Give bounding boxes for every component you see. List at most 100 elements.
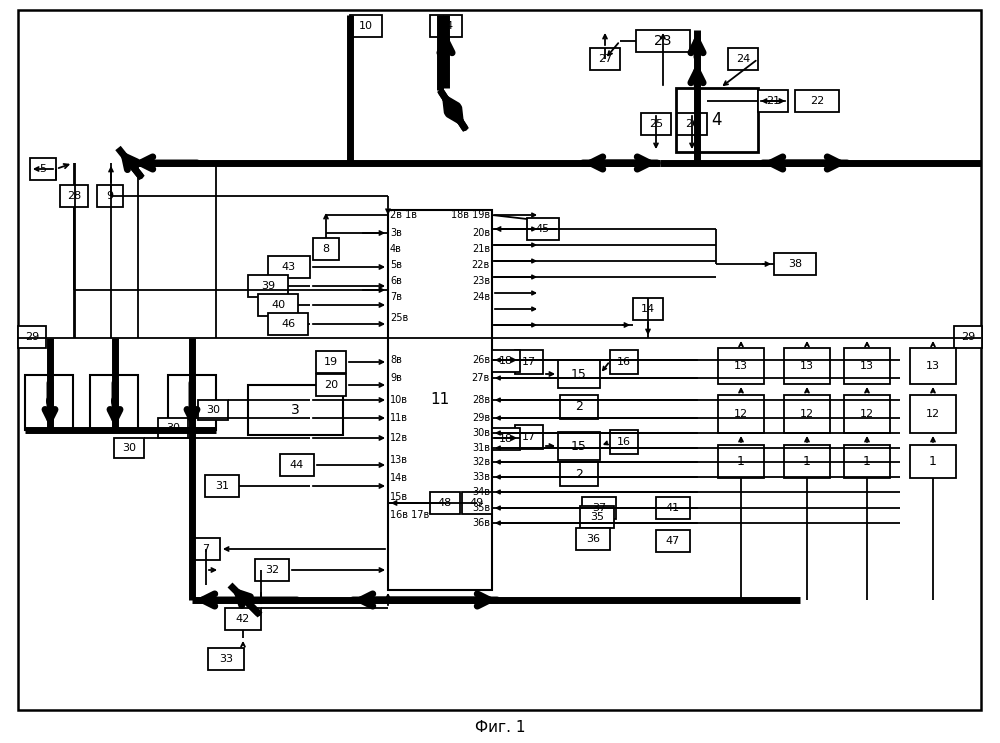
- Text: 4: 4: [712, 111, 722, 129]
- Text: 28в: 28в: [472, 395, 490, 405]
- Text: 29: 29: [25, 332, 39, 342]
- Text: 33: 33: [219, 654, 233, 664]
- Bar: [610, 430, 638, 454]
- Text: 21в: 21в: [472, 244, 490, 254]
- Bar: [350, 15, 382, 37]
- Text: 7: 7: [202, 544, 210, 554]
- Text: 17: 17: [522, 432, 536, 442]
- Text: 25: 25: [649, 119, 663, 129]
- Text: 30в: 30в: [472, 428, 490, 438]
- Bar: [255, 559, 289, 581]
- Text: 2: 2: [575, 400, 583, 414]
- Text: 5: 5: [40, 164, 46, 174]
- Text: Фиг. 1: Фиг. 1: [475, 721, 525, 736]
- Bar: [268, 313, 308, 335]
- Text: 6: 6: [110, 395, 118, 409]
- Text: 13в: 13в: [390, 455, 408, 465]
- Bar: [590, 48, 620, 70]
- Bar: [656, 530, 690, 552]
- Text: 11в: 11в: [390, 413, 408, 423]
- Bar: [192, 538, 220, 560]
- Bar: [316, 374, 346, 396]
- Text: 49: 49: [470, 498, 484, 508]
- Bar: [158, 418, 188, 438]
- Text: 16: 16: [617, 357, 631, 367]
- Text: 44: 44: [290, 460, 304, 470]
- Bar: [492, 350, 520, 372]
- Text: 10: 10: [359, 21, 373, 31]
- Text: 36: 36: [586, 534, 600, 544]
- Bar: [576, 528, 610, 550]
- Text: 24в: 24в: [472, 292, 490, 302]
- Text: 31в: 31в: [472, 443, 490, 453]
- Text: 12в: 12в: [390, 433, 408, 443]
- Bar: [515, 350, 543, 374]
- Bar: [168, 375, 216, 430]
- Bar: [610, 350, 638, 374]
- Bar: [258, 294, 298, 316]
- Bar: [641, 113, 671, 135]
- Bar: [784, 445, 830, 478]
- Text: 25в: 25в: [390, 313, 408, 323]
- Bar: [30, 158, 56, 180]
- Text: 17: 17: [522, 357, 536, 367]
- Bar: [25, 375, 73, 430]
- Bar: [313, 238, 339, 260]
- Text: 32: 32: [265, 565, 279, 575]
- Text: 1: 1: [863, 455, 871, 468]
- Bar: [18, 326, 46, 348]
- Text: 23: 23: [654, 34, 672, 48]
- Text: 27: 27: [598, 54, 612, 64]
- Bar: [910, 445, 956, 478]
- Text: 13: 13: [800, 361, 814, 371]
- Text: 1: 1: [803, 455, 811, 468]
- Text: 42: 42: [236, 614, 250, 624]
- Bar: [784, 348, 830, 384]
- Bar: [248, 275, 288, 297]
- Bar: [198, 400, 228, 420]
- Text: 35в: 35в: [472, 503, 490, 513]
- Bar: [774, 253, 816, 275]
- Bar: [784, 395, 830, 433]
- Bar: [430, 15, 462, 37]
- Text: 23в: 23в: [472, 276, 490, 286]
- Text: 30: 30: [206, 405, 220, 415]
- Text: 12: 12: [860, 409, 874, 419]
- Bar: [954, 326, 982, 348]
- Text: 30: 30: [122, 443, 136, 453]
- Text: 20в: 20в: [472, 228, 490, 238]
- Text: 11: 11: [430, 392, 450, 407]
- Bar: [728, 48, 758, 70]
- Bar: [758, 90, 788, 112]
- Bar: [633, 298, 663, 320]
- Text: 21: 21: [766, 96, 780, 106]
- Text: 15в: 15в: [390, 492, 408, 502]
- Text: 1: 1: [737, 455, 745, 468]
- Text: 29: 29: [961, 332, 975, 342]
- Text: 15: 15: [571, 368, 587, 380]
- Text: 2: 2: [575, 467, 583, 481]
- Text: 34: 34: [439, 21, 453, 31]
- Text: 18: 18: [499, 356, 513, 366]
- Text: 12: 12: [734, 409, 748, 419]
- Text: 6: 6: [45, 395, 53, 409]
- Text: 9: 9: [106, 191, 114, 201]
- Bar: [205, 475, 239, 497]
- Bar: [636, 30, 690, 52]
- Text: 12: 12: [800, 409, 814, 419]
- Bar: [580, 506, 614, 528]
- Bar: [430, 492, 460, 514]
- Bar: [560, 462, 598, 486]
- Text: 18в 19в: 18в 19в: [451, 210, 490, 220]
- Text: 24: 24: [736, 54, 750, 64]
- Bar: [268, 256, 310, 278]
- Bar: [718, 395, 764, 433]
- Text: 19: 19: [324, 357, 338, 367]
- Text: 1: 1: [929, 455, 937, 468]
- Bar: [910, 395, 956, 433]
- Text: 8в: 8в: [390, 355, 402, 365]
- Text: 13: 13: [860, 361, 874, 371]
- Text: 28: 28: [67, 191, 81, 201]
- Text: 13: 13: [734, 361, 748, 371]
- Bar: [718, 445, 764, 478]
